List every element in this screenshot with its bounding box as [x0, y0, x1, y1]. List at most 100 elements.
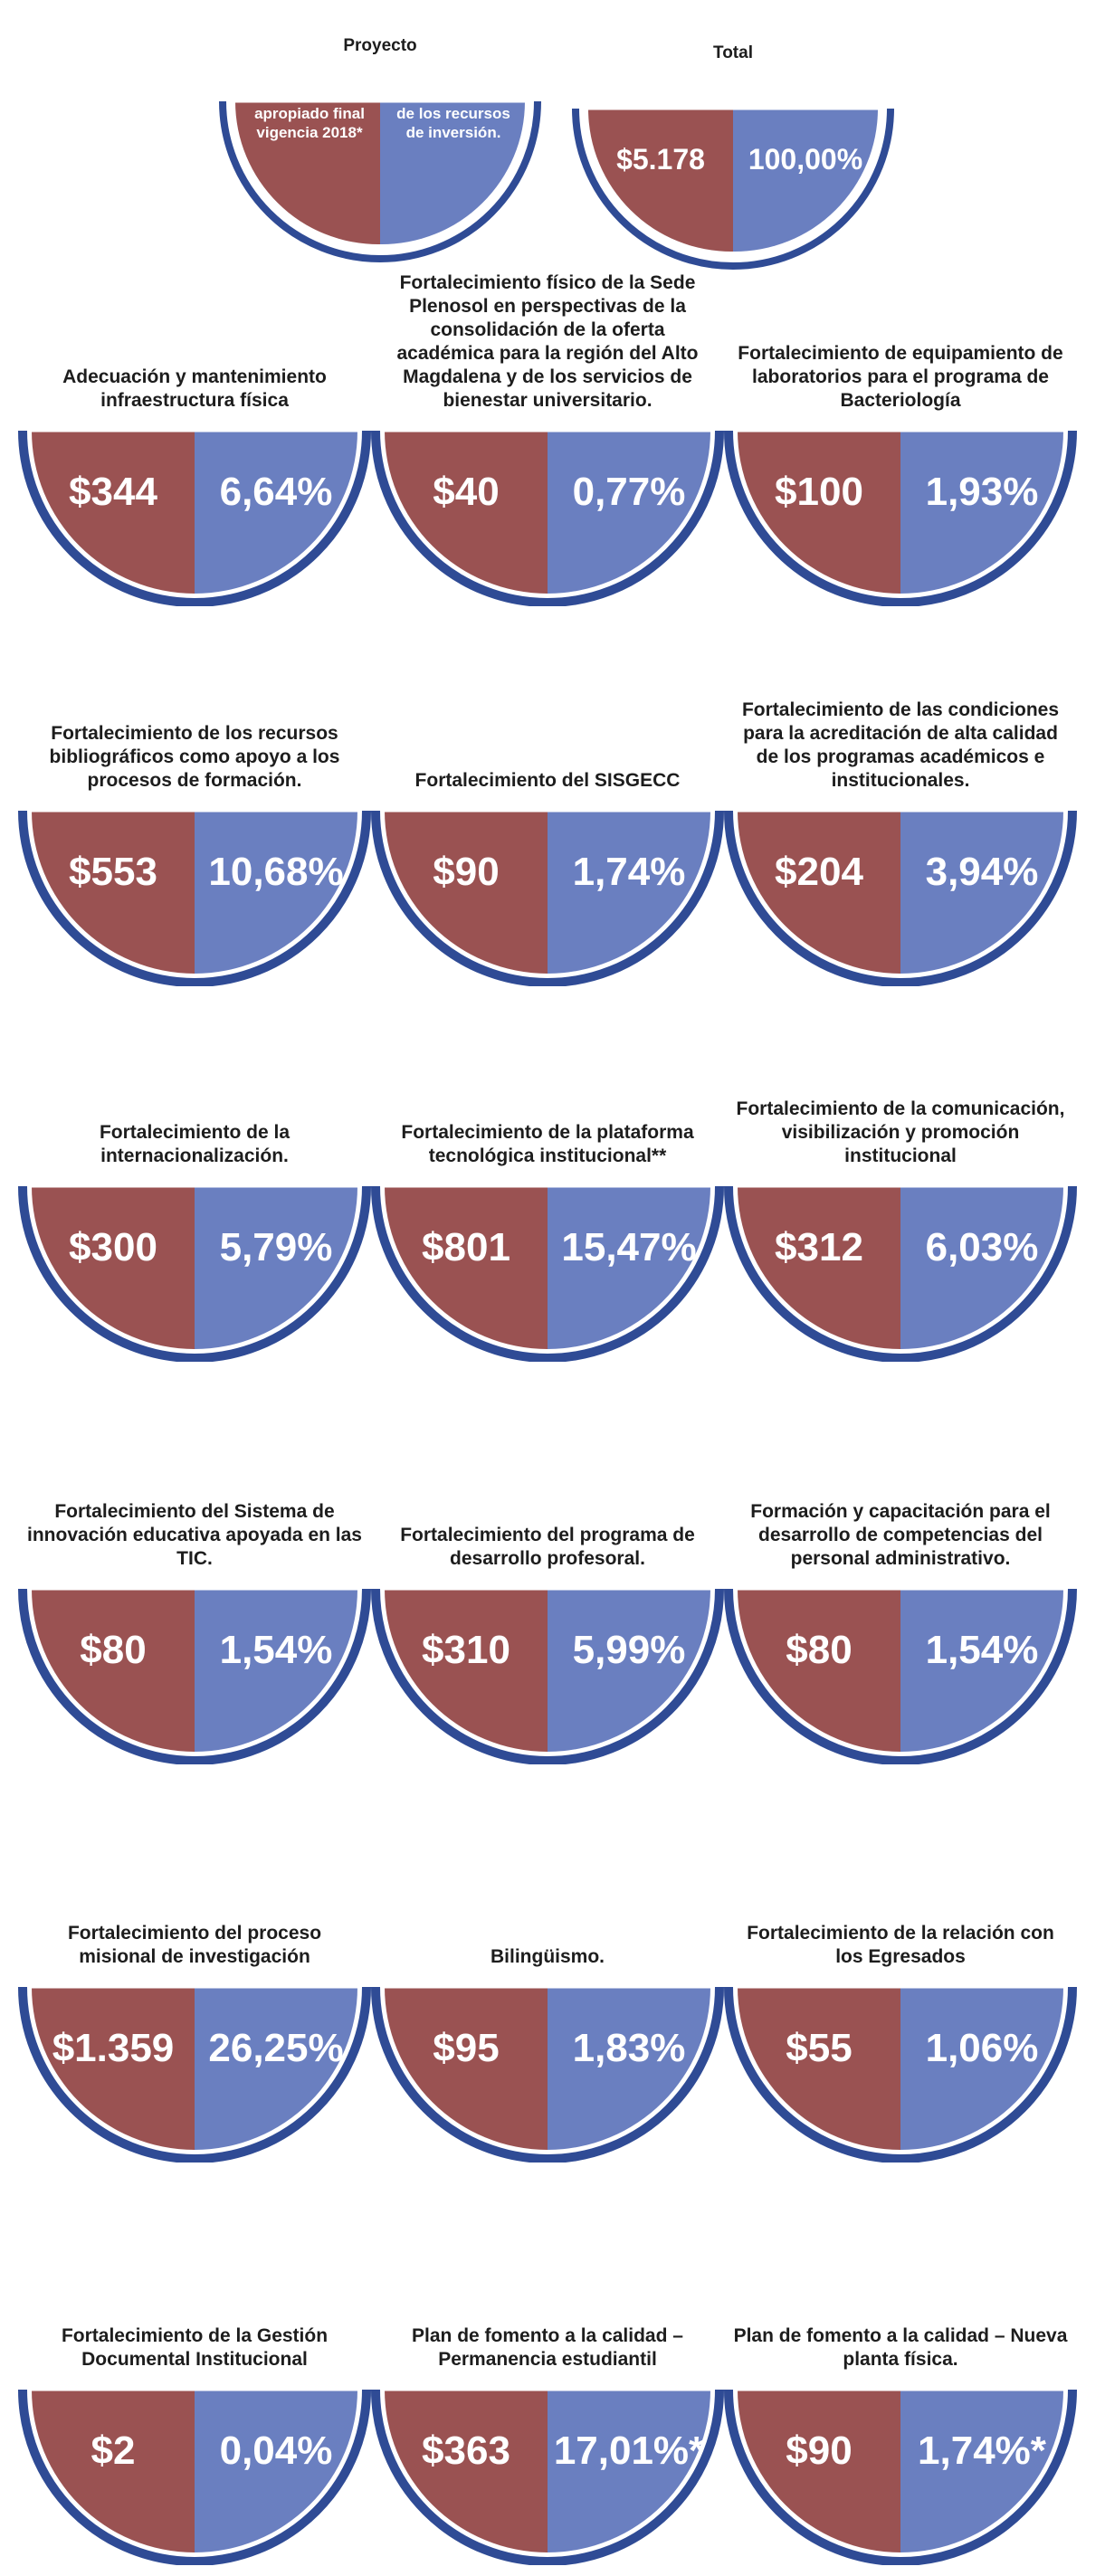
percent-half [548, 1186, 710, 1349]
project-value: $80 [786, 1628, 853, 1672]
project-percent: 1,74% [572, 850, 686, 894]
value-half [32, 2390, 195, 2552]
percent-half [548, 811, 710, 974]
project-title: Fortalecimiento físico de la Sede Plenos… [396, 272, 699, 411]
project-value: $1.359 [52, 2026, 175, 2070]
project-card: Fortalecimiento del programa de desarrol… [371, 1421, 724, 1764]
project-value: $2 [90, 2429, 136, 2473]
project-value: $90 [433, 850, 500, 894]
percent-half [195, 1186, 357, 1349]
project-value: $300 [69, 1225, 157, 1269]
total-block: Total $5.178 100,00% [570, 36, 896, 270]
project-title: Fortalecimiento de la Gestión Documental… [61, 2325, 329, 2370]
project-card: Fortalecimiento de los recursos bibliogr… [18, 642, 371, 986]
project-card: Plan de fomento a la calidad – Permanenc… [371, 2221, 724, 2565]
project-card: Fortalecimiento del proceso misional de … [18, 1819, 371, 2163]
value-half [738, 431, 900, 594]
project-semicircle [371, 2388, 724, 2565]
project-card: Fortalecimiento de la relación con los E… [724, 1819, 1077, 2163]
project-semicircle [724, 1184, 1077, 1362]
percent-half [195, 431, 357, 594]
project-value: $801 [422, 1225, 510, 1269]
project-semicircle [18, 1587, 371, 1764]
project-semicircle [371, 429, 724, 606]
project-card: Fortalecimiento del Sistema de innovació… [18, 1421, 371, 1764]
percent-half [900, 811, 1063, 974]
legend-block: Proyecto Proyecto Valor apropiado final … [217, 27, 543, 262]
project-title: Bilingüismo. [491, 1946, 605, 1967]
project-card: Bilingüismo. $95 1,83% [371, 1819, 724, 2163]
project-percent: 5,79% [219, 1225, 333, 1269]
project-percent: 0,04% [219, 2429, 333, 2473]
project-semicircle [724, 1985, 1077, 2163]
project-title: Fortalecimiento del programa de desarrol… [400, 1525, 695, 1569]
project-title: Fortalecimiento de las condiciones para … [741, 699, 1060, 791]
legend-semicircle [219, 100, 541, 262]
percent-half [548, 431, 710, 594]
percent-half [548, 2390, 710, 2552]
total-percent: 100,00% [748, 143, 863, 176]
project-percent: 3,94% [925, 850, 1039, 894]
project-card: Fortalecimiento del SISGECC $90 1,74% [371, 642, 724, 986]
project-title: Fortalecimiento de la plataforma tecnoló… [401, 1122, 694, 1166]
project-semicircle [18, 2388, 371, 2565]
project-value: $553 [69, 850, 157, 894]
project-semicircle [724, 809, 1077, 986]
project-title: Fortalecimiento del Sistema de innovació… [27, 1501, 362, 1569]
project-card: Fortalecimiento de equipamiento de labor… [724, 262, 1077, 606]
value-half [738, 2390, 900, 2552]
project-semicircle [371, 809, 724, 986]
percent-half [195, 1589, 357, 1752]
value-half [385, 1987, 548, 2150]
legend-right-text: % participación de los recursos de inver… [396, 86, 510, 141]
project-card: Fortalecimiento de las condiciones para … [724, 642, 1077, 986]
project-semicircle [371, 1587, 724, 1764]
value-half [738, 1186, 900, 1349]
project-card: Plan de fomento a la calidad – Nueva pla… [724, 2221, 1077, 2565]
project-title: Fortalecimiento de la internacionalizaci… [99, 1122, 291, 1166]
project-value: $312 [775, 1225, 863, 1269]
project-title: Fortalecimiento de los recursos bibliogr… [49, 723, 340, 791]
legend-left-text: Proyecto Valor apropiado final vigencia … [254, 86, 365, 141]
project-value: $55 [786, 2026, 853, 2070]
project-percent: 1,06% [925, 2026, 1039, 2070]
project-semicircle [371, 1184, 724, 1362]
project-title: Adecuación y mantenimiento infraestructu… [62, 366, 327, 411]
project-title: Fortalecimiento de la relación con los E… [747, 1923, 1054, 1967]
value-half [32, 1186, 195, 1349]
project-title: Fortalecimiento del SISGECC [414, 770, 681, 791]
project-card: Fortalecimiento de la comunicación, visi… [724, 1018, 1077, 1362]
project-value: $40 [433, 470, 500, 514]
project-percent: 0,77% [572, 470, 686, 514]
project-title: Fortalecimiento de equipamiento de labor… [738, 343, 1063, 411]
project-value: $204 [775, 850, 863, 894]
value-half [32, 1987, 195, 2150]
project-value: $363 [422, 2429, 510, 2473]
project-title: Fortalecimiento de la comunicación, visi… [736, 1098, 1065, 1166]
project-value: $310 [422, 1628, 510, 1672]
value-half [32, 431, 195, 594]
project-percent: 15,47% [561, 1225, 697, 1269]
project-card: Fortalecimiento de la internacionalizaci… [18, 1018, 371, 1362]
percent-half [900, 1987, 1063, 2150]
project-percent: 5,99% [572, 1628, 686, 1672]
project-title: Fortalecimiento del proceso misional de … [67, 1923, 322, 1967]
project-semicircle [724, 2388, 1077, 2565]
percent-half [195, 811, 357, 974]
project-title: Plan de fomento a la calidad – Nueva pla… [733, 2325, 1068, 2370]
project-percent: 1,54% [219, 1628, 333, 1672]
project-percent: 26,25% [208, 2026, 344, 2070]
project-semicircle [18, 1184, 371, 1362]
project-value: $344 [69, 470, 157, 514]
project-percent: 1,93% [925, 470, 1039, 514]
project-semicircle [18, 429, 371, 606]
legend-right-half [380, 101, 525, 245]
value-half [385, 1186, 548, 1349]
percent-half [900, 2390, 1063, 2552]
percent-half [548, 1987, 710, 2150]
project-value: $80 [80, 1628, 147, 1672]
project-semicircle [724, 429, 1077, 606]
project-value: $100 [775, 470, 863, 514]
project-title: Formación y capacitación para el desarro… [750, 1501, 1051, 1569]
percent-half [900, 431, 1063, 594]
